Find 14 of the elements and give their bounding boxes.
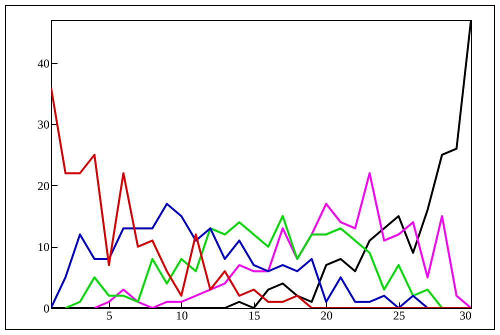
x-tick-label: 25	[393, 308, 406, 322]
y-tick-label: 40	[38, 56, 50, 70]
x-tick-label: 10	[176, 308, 188, 322]
y-tick-label: 30	[38, 118, 50, 132]
x-tick-label: 15	[248, 308, 260, 322]
x-tick-label: 20	[320, 308, 333, 322]
y-tick-label: 10	[38, 240, 50, 254]
line-series	[51, 202, 429, 308]
x-tick-label: 5	[106, 308, 112, 322]
y-tick-label: 20	[38, 178, 50, 193]
x-tick-label: 30	[460, 308, 472, 322]
y-tick-label: 0	[44, 302, 50, 316]
line-series	[93, 172, 471, 308]
line-series	[51, 86, 471, 308]
